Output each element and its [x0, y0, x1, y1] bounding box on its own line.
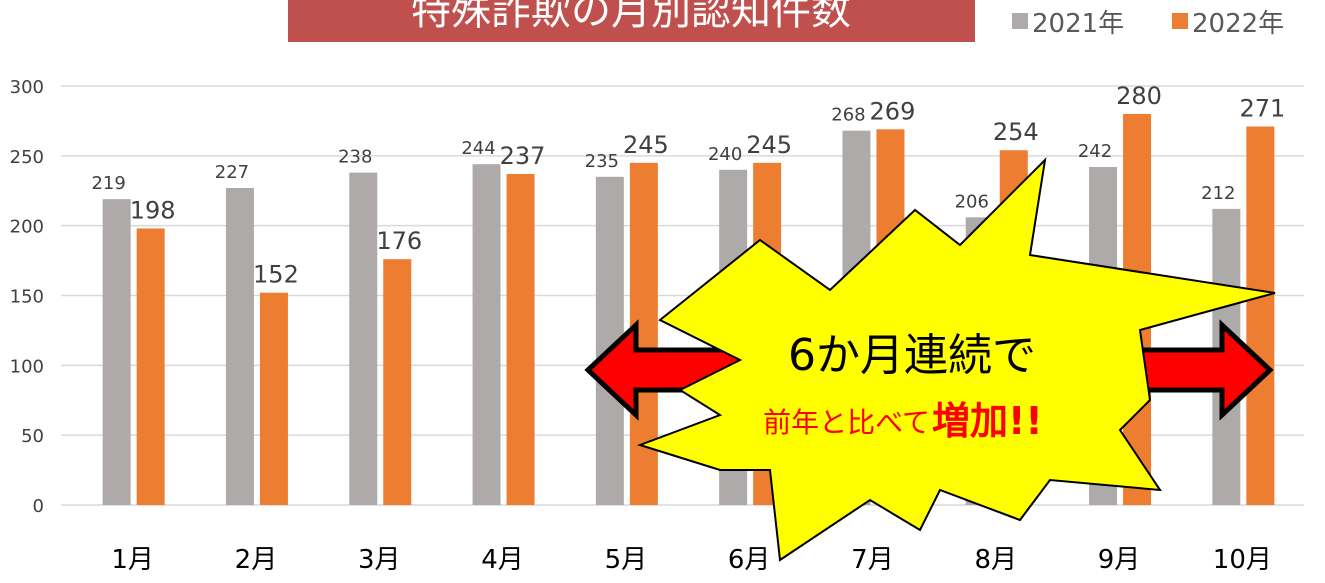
- value-label: 280: [1116, 82, 1162, 110]
- callout-headline: 6か月連続で: [788, 330, 1036, 381]
- value-label: 227: [215, 162, 249, 183]
- x-tick-label: 2月: [235, 545, 278, 575]
- x-tick-label: 1月: [111, 545, 154, 575]
- y-tick-label: 0: [33, 496, 44, 517]
- bar: [226, 188, 254, 505]
- x-tick-label: 9月: [1098, 545, 1141, 575]
- value-label: 237: [500, 142, 546, 170]
- x-tick-label: 5月: [605, 545, 648, 575]
- value-label: 240: [708, 144, 742, 165]
- value-label: 238: [338, 147, 372, 168]
- value-label: 271: [1239, 95, 1285, 123]
- value-label: 235: [585, 151, 619, 172]
- value-label: 219: [91, 173, 125, 194]
- value-label: 242: [1078, 141, 1112, 162]
- y-tick-label: 100: [10, 356, 44, 377]
- value-label: 152: [253, 261, 299, 289]
- legend-swatch: [1012, 13, 1028, 29]
- chart: 特殊詐欺の月別認知件数 0 50 100 150 200 250 300 2021年 2022年…: [0, 0, 1325, 583]
- callout-emphasis: 増加!!: [932, 399, 1043, 443]
- value-label: 244: [461, 138, 495, 159]
- bar: [260, 293, 288, 505]
- y-tick-label: 50: [21, 426, 44, 447]
- value-label: 206: [955, 191, 989, 212]
- y-tick-label: 300: [10, 77, 44, 98]
- value-label: 245: [746, 131, 792, 159]
- bar: [1246, 127, 1274, 505]
- bar: [383, 259, 411, 505]
- callout-sub: 前年と比べて: [763, 406, 930, 439]
- value-label: 245: [623, 131, 669, 159]
- bar: [137, 228, 165, 505]
- x-tick-label: 8月: [974, 545, 1017, 575]
- x-tick-label: 7月: [851, 545, 894, 575]
- value-label: 254: [993, 118, 1039, 146]
- value-label: 268: [831, 105, 865, 126]
- y-tick-label: 250: [10, 147, 44, 168]
- y-tick-label: 200: [10, 217, 44, 238]
- bar: [473, 164, 501, 505]
- value-label: 198: [130, 196, 176, 224]
- value-label: 176: [376, 227, 422, 255]
- value-label: 269: [870, 97, 916, 125]
- x-tick-label: 4月: [481, 545, 524, 575]
- x-tick-label: 10月: [1213, 545, 1272, 575]
- chart-title: 特殊詐欺の月別認知件数: [411, 0, 851, 34]
- bar: [103, 199, 131, 505]
- legend-label: 2022年: [1192, 9, 1284, 39]
- x-tick-label: 3月: [358, 545, 401, 575]
- x-tick-label: 6月: [728, 545, 771, 575]
- bar: [507, 174, 535, 505]
- legend-label: 2021年: [1032, 9, 1124, 39]
- bar: [349, 173, 377, 505]
- y-tick-label: 150: [10, 287, 44, 308]
- callout: 6か月連続で 前年と比べて 増加!!: [588, 160, 1275, 560]
- value-label: 212: [1201, 183, 1235, 204]
- legend-swatch: [1172, 13, 1188, 29]
